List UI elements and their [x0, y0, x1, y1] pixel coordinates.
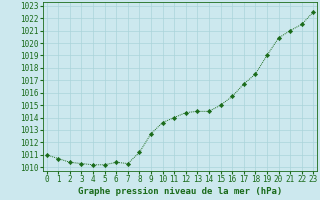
- X-axis label: Graphe pression niveau de la mer (hPa): Graphe pression niveau de la mer (hPa): [78, 187, 282, 196]
